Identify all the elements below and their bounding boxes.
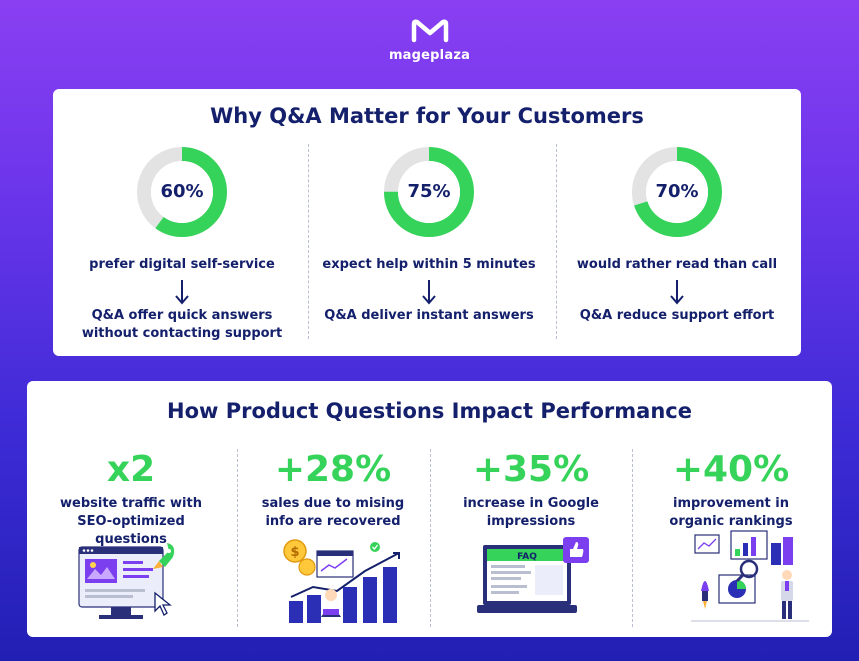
qa-matter-title: Why Q&A Matter for Your Customers bbox=[210, 104, 644, 128]
performance-title: How Product Questions Impact Performance bbox=[167, 399, 692, 423]
performance-column: +35% increase in Google impressions bbox=[433, 451, 629, 531]
column-divider bbox=[237, 449, 238, 627]
answer-text: Q&A offer quick answers without contacti… bbox=[81, 308, 283, 341]
brand-logo: mageplaza bbox=[0, 18, 859, 63]
faq-laptop-illustration: FAQ bbox=[477, 537, 589, 613]
analytics-ranking-illustration bbox=[691, 530, 809, 622]
qa-stat-column: 60% prefer digital self-service Q&A offe… bbox=[58, 144, 306, 343]
donut-fill-ring bbox=[384, 147, 474, 237]
arrow-down-icon bbox=[670, 280, 684, 305]
performance-value: +40% bbox=[672, 449, 790, 490]
performance-text: improvement in organic rankings bbox=[669, 496, 793, 529]
donut-fill-ring bbox=[137, 147, 227, 237]
percent-value: 60% bbox=[160, 181, 204, 202]
sales-growth-illustration: $ bbox=[283, 539, 400, 623]
column-divider bbox=[308, 144, 309, 339]
stat-text: expect help within 5 minutes bbox=[322, 257, 536, 272]
answer-text: Q&A reduce support effort bbox=[579, 308, 775, 323]
website-rocket-illustration bbox=[78, 543, 175, 619]
performance-text: increase in Google impressions bbox=[463, 496, 599, 529]
performance-value: +35% bbox=[472, 449, 590, 490]
performance-text: website traffic with SEO-optimized quest… bbox=[60, 496, 202, 547]
performance-column: +40% improvement in organic rankings bbox=[633, 451, 829, 531]
svg-text:$: $ bbox=[290, 545, 299, 560]
performance-text: sales due to mising info are recovered bbox=[261, 496, 405, 529]
percent-donut: 70% bbox=[631, 146, 723, 238]
performance-column: x2 website traffic with SEO-optimized qu… bbox=[33, 451, 229, 549]
performance-value: +28% bbox=[274, 449, 392, 490]
percent-donut: 60% bbox=[136, 146, 228, 238]
arrow-down-icon bbox=[422, 280, 436, 305]
percent-value: 70% bbox=[655, 181, 699, 202]
stat-text: prefer digital self-service bbox=[89, 257, 275, 272]
answer-text: Q&A deliver instant answers bbox=[324, 308, 534, 323]
stat-text: would rather read than call bbox=[576, 257, 778, 272]
qa-stat-column: 75% expect help within 5 minutes Q&A del… bbox=[305, 144, 553, 325]
faq-label: FAQ bbox=[517, 552, 537, 562]
brand-name: mageplaza bbox=[388, 48, 471, 63]
column-divider bbox=[556, 144, 557, 339]
performance-card: How Product Questions Impact Performance… bbox=[27, 381, 832, 637]
performance-value: x2 bbox=[106, 449, 156, 490]
mageplaza-logo-icon bbox=[411, 19, 448, 43]
percent-value: 75% bbox=[407, 181, 451, 202]
column-divider bbox=[632, 449, 633, 627]
column-divider bbox=[430, 449, 431, 627]
qa-stat-column: 70% would rather read than call Q&A redu… bbox=[553, 144, 801, 325]
donut-fill-ring bbox=[632, 147, 722, 237]
qa-matter-card: Why Q&A Matter for Your Customers 60% pr… bbox=[53, 89, 801, 356]
percent-donut: 75% bbox=[383, 146, 475, 238]
arrow-down-icon bbox=[175, 280, 189, 305]
performance-column: +28% sales due to mising info are recove… bbox=[235, 451, 431, 531]
